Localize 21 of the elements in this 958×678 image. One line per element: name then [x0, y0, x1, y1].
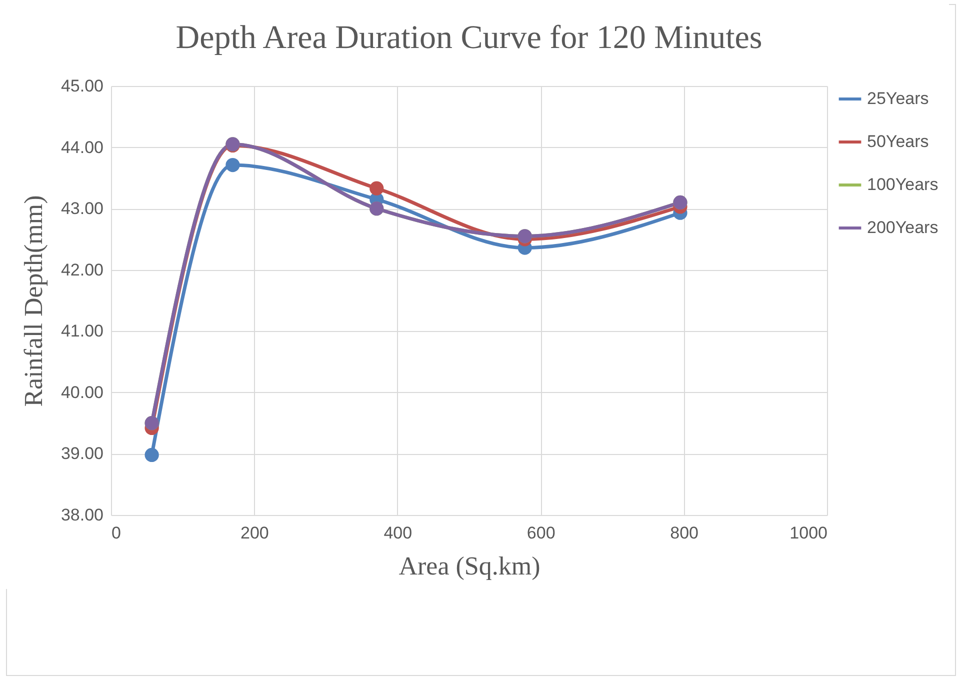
x-tick-label: 800	[670, 524, 698, 542]
y-tick-label: 40.00	[60, 382, 104, 402]
x-axis-title: Area (Sq.km)	[398, 552, 540, 580]
y-tick-label: 38.00	[60, 506, 104, 524]
legend-label: 50Years	[867, 132, 929, 151]
chart-title: Depth Area Duration Curve for 120 Minutes	[176, 20, 762, 56]
legend-label: 25Years	[867, 89, 929, 108]
x-tick-label: 400	[384, 524, 412, 542]
y-axis-title: Rainfall Depth(mm)	[18, 195, 48, 407]
y-tick-label: 39.00	[60, 444, 104, 464]
x-tick-label: 600	[526, 524, 556, 542]
y-tick-label: 44.00	[60, 138, 104, 157]
x-tick-label: 1000	[790, 524, 828, 542]
y-tick-label: 42.00	[60, 260, 104, 280]
y-tick-label: 41.00	[60, 322, 104, 341]
legend-label: 100Years	[867, 175, 938, 194]
legend-label: 200Years	[867, 218, 938, 237]
x-tick-label: 200	[240, 524, 269, 542]
y-tick-label: 43.00	[60, 199, 104, 218]
x-tick-label: 0	[112, 524, 121, 542]
y-tick-label: 45.00	[60, 76, 104, 96]
